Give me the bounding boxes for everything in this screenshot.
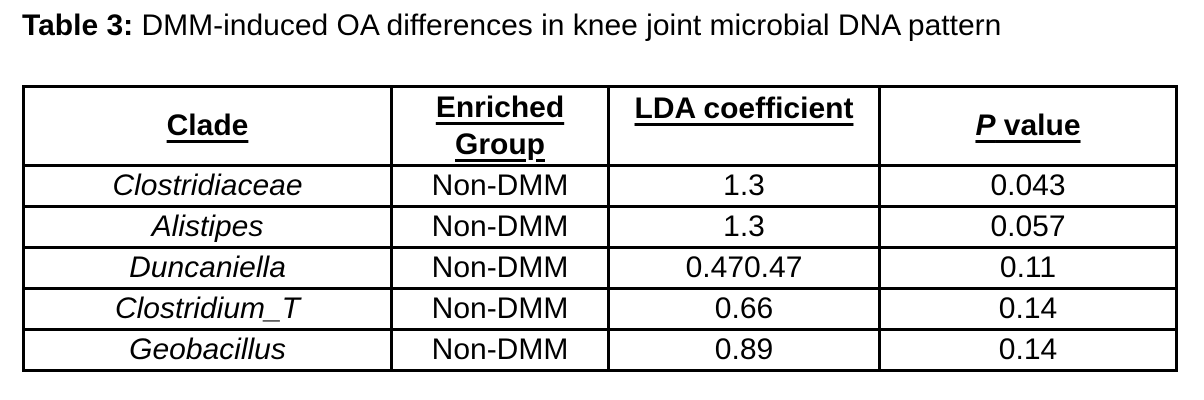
microbial-dna-table: Clade Enriched Group LDA coefficient P v… [22, 85, 1178, 372]
table-caption: Table 3: DMM-induced OA differences in k… [22, 9, 1001, 44]
cell-enriched-group: Non-DMM [390, 287, 610, 331]
cell-enriched-group: Non-DMM [390, 164, 610, 208]
cell-clade: Geobacillus [22, 328, 393, 372]
cell-enriched-group: Non-DMM [390, 205, 610, 249]
table-row: Geobacillus Non-DMM 0.89 0.14 [22, 328, 1178, 372]
header-p-value: P value [878, 85, 1178, 167]
cell-lda-coefficient: 1.3 [607, 205, 881, 249]
cell-lda-coefficient: 0.470.47 [607, 246, 881, 290]
cell-p-value: 0.057 [878, 205, 1178, 249]
cell-lda-coefficient: 1.3 [607, 164, 881, 208]
table-row: Clostridium_T Non-DMM 0.66 0.14 [22, 287, 1178, 331]
cell-lda-coefficient: 0.66 [607, 287, 881, 331]
cell-clade: Clostridium_T [22, 287, 393, 331]
table-row: Alistipes Non-DMM 1.3 0.057 [22, 205, 1178, 249]
header-lda-coefficient: LDA coefficient [607, 85, 881, 167]
cell-p-value: 0.11 [878, 246, 1178, 290]
table-header-row: Clade Enriched Group LDA coefficient P v… [22, 85, 1178, 167]
cell-clade: Clostridiaceae [22, 164, 393, 208]
cell-lda-coefficient: 0.89 [607, 328, 881, 372]
table-row: Duncaniella Non-DMM 0.470.47 0.11 [22, 246, 1178, 290]
header-clade: Clade [22, 85, 393, 167]
cell-enriched-group: Non-DMM [390, 246, 610, 290]
cell-p-value: 0.043 [878, 164, 1178, 208]
table-caption-text: DMM-induced OA differences in knee joint… [133, 9, 1002, 42]
cell-p-value: 0.14 [878, 287, 1178, 331]
table-caption-label: Table 3: [22, 9, 134, 42]
table-row: Clostridiaceae Non-DMM 1.3 0.043 [22, 164, 1178, 208]
cell-clade: Duncaniella [22, 246, 393, 290]
cell-clade: Alistipes [22, 205, 393, 249]
header-enriched-group: Enriched Group [390, 85, 610, 167]
cell-p-value: 0.14 [878, 328, 1178, 372]
cell-enriched-group: Non-DMM [390, 328, 610, 372]
